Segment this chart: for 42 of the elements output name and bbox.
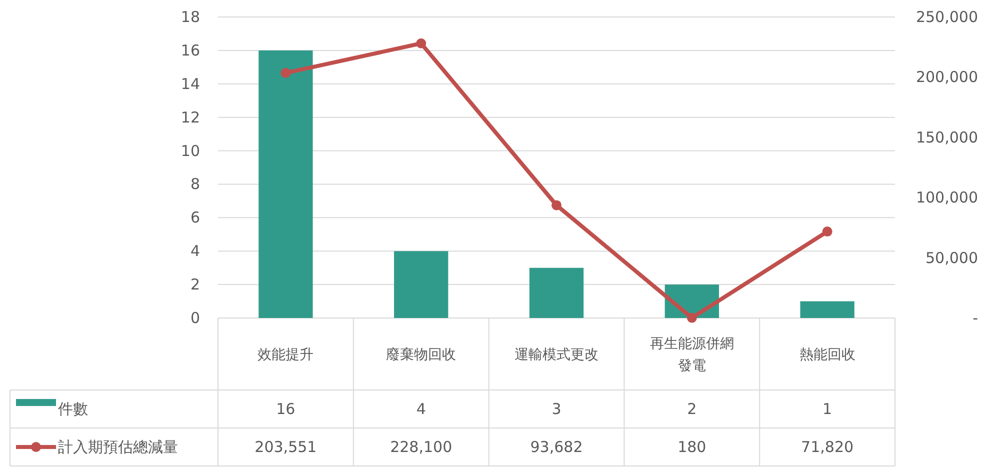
y2-tick-label: - <box>972 309 978 327</box>
bar <box>394 251 448 318</box>
x-tick-label: 熱能回收 <box>799 347 856 363</box>
x-tick-label: 運輸模式更改 <box>514 347 598 363</box>
bar <box>800 301 854 318</box>
y2-tick-label: 200,000 <box>916 68 978 86</box>
y2-tick-label: 150,000 <box>916 128 978 146</box>
data-label: 93,682 <box>530 438 583 456</box>
bar <box>258 50 313 318</box>
legend-label: 件數 <box>58 400 88 418</box>
y-tick-label: 6 <box>190 208 200 227</box>
point <box>822 226 832 237</box>
data-label: 2 <box>687 400 697 418</box>
data-label: 16 <box>276 400 296 418</box>
point <box>686 312 697 323</box>
data-label: 203,551 <box>254 438 317 456</box>
data-label: 3 <box>552 400 562 418</box>
data-label: 4 <box>416 400 426 418</box>
y2-tick-label: 100,000 <box>916 188 978 207</box>
y-tick-label: 12 <box>180 108 200 126</box>
legend-label: 計入期預估總減量 <box>58 438 178 456</box>
point <box>416 38 426 48</box>
y-tick-label: 0 <box>190 309 200 327</box>
point <box>552 200 562 210</box>
data-label: 180 <box>678 438 706 456</box>
x-tick-label: 再生能源併網發電 <box>650 336 734 374</box>
y-tick-label: 18 <box>180 8 200 26</box>
x-tick-label: 效能提升 <box>258 347 314 363</box>
y-tick-label: 14 <box>180 74 200 93</box>
data-label: 228,100 <box>390 438 452 456</box>
bar <box>529 268 584 318</box>
x-tick-label: 廢棄物回收 <box>386 347 456 363</box>
y-tick-label: 16 <box>180 41 200 60</box>
y-tick-label: 4 <box>190 242 200 260</box>
data-label: 1 <box>822 400 832 418</box>
y-tick-label: 2 <box>190 276 200 294</box>
y2-tick-label: 250,000 <box>916 8 978 26</box>
data-label: 71,820 <box>801 438 854 456</box>
y-tick-label: 10 <box>180 142 200 160</box>
y-tick-label: 8 <box>190 175 200 194</box>
point <box>280 68 291 78</box>
y2-tick-label: 50,000 <box>926 248 978 267</box>
